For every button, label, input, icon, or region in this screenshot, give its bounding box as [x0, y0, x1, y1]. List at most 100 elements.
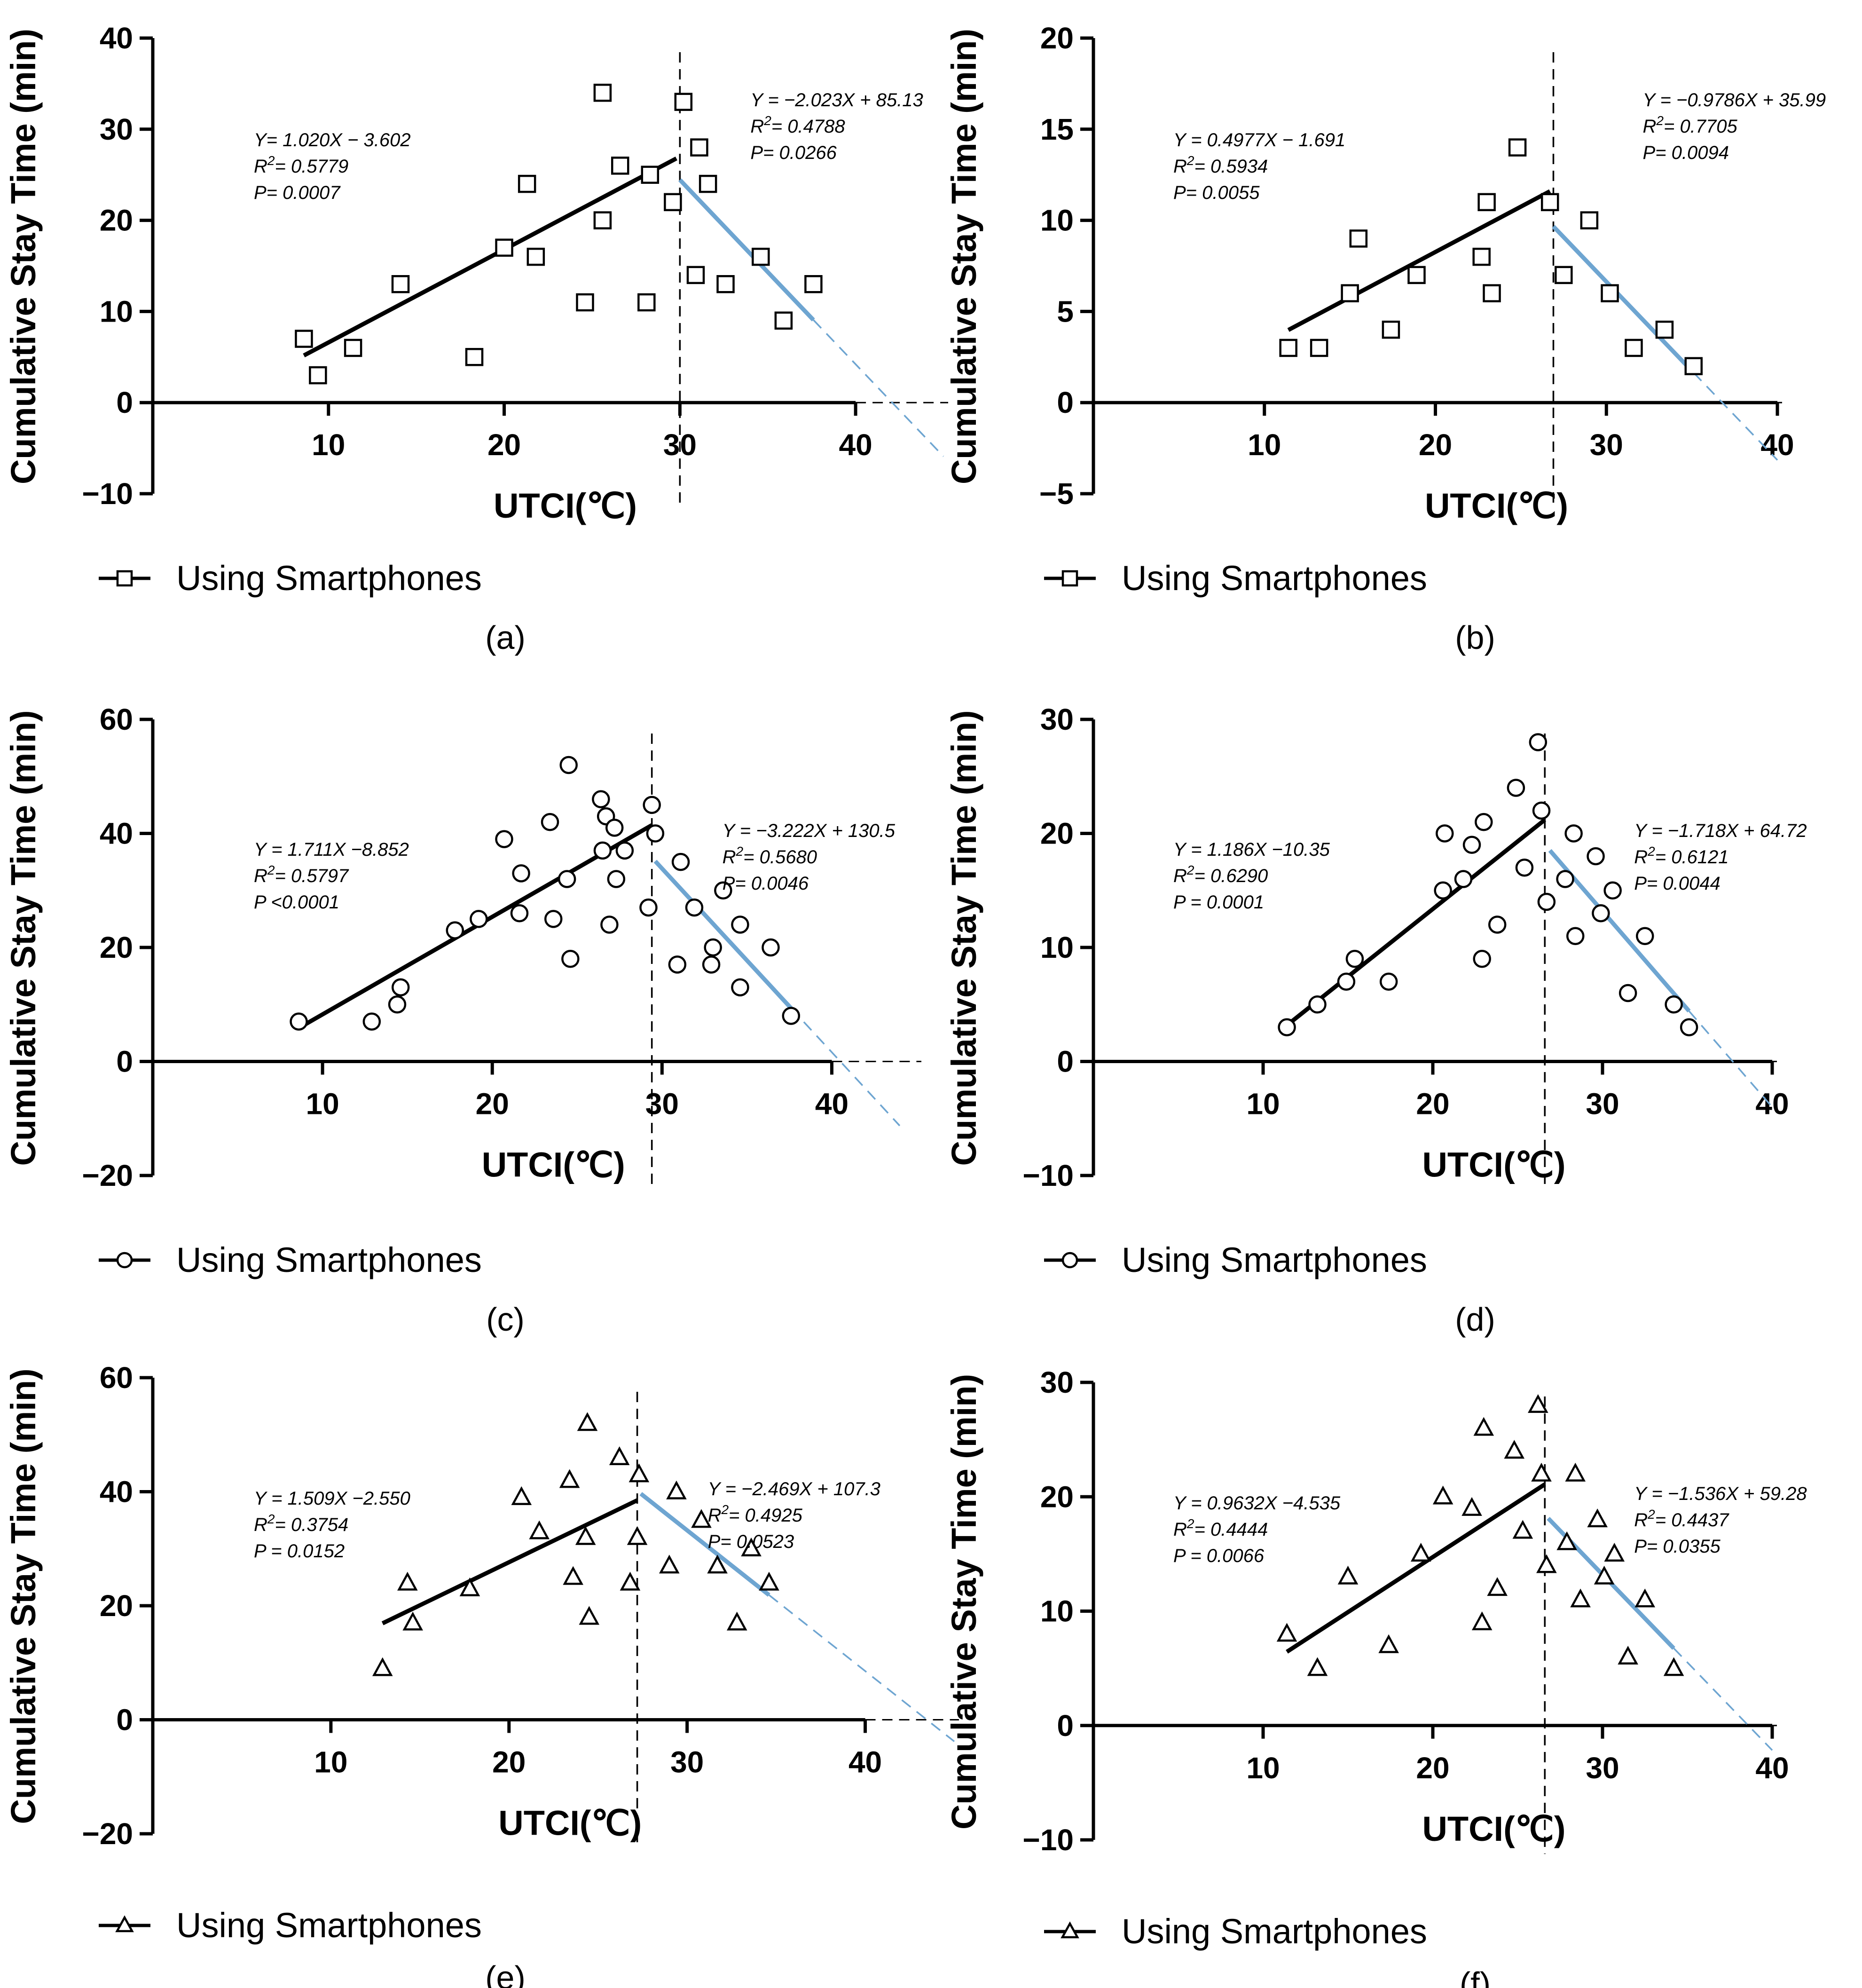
data-point	[600, 915, 619, 934]
y-tick-label: −10	[1022, 1823, 1074, 1857]
fit-r-squared: R2= 0.4437	[1634, 1507, 1729, 1530]
y-tick-label: 0	[116, 1045, 133, 1079]
data-point	[577, 1412, 598, 1431]
data-point	[1515, 859, 1534, 877]
fit-r-squared-value: 0.4925	[745, 1505, 803, 1526]
y-tick-label: 20	[100, 1589, 133, 1623]
x-axis-title: UTCI(℃)	[482, 1145, 625, 1184]
panel-label: (a)	[485, 619, 526, 656]
data-point	[1379, 972, 1398, 991]
y-tick-label: 40	[100, 21, 133, 55]
data-point	[1580, 211, 1599, 229]
y-tick-label: 20	[100, 931, 133, 964]
fit-line-extension	[1673, 1648, 1773, 1751]
data-point	[611, 157, 629, 175]
fit-p-value: P= 0.0046	[723, 873, 809, 894]
x-tick-label: 20	[1419, 428, 1452, 462]
fit-r-squared: R2= 0.4788	[750, 113, 845, 137]
data-point	[1540, 193, 1559, 212]
data-point	[1483, 284, 1501, 302]
data-point	[1345, 950, 1364, 968]
data-point	[1477, 193, 1496, 212]
data-point	[1512, 1520, 1533, 1539]
y-tick-label: 20	[1040, 21, 1074, 55]
x-tick-label: 10	[314, 1745, 347, 1779]
data-point	[643, 796, 661, 814]
data-point	[1382, 320, 1400, 339]
fit-line-right	[678, 178, 815, 322]
data-point	[691, 1509, 712, 1528]
fit-p-value: P= 0.0523	[708, 1531, 794, 1552]
data-point	[388, 995, 407, 1014]
data-point	[1556, 1531, 1577, 1550]
chart-panel: −5 0 5 10 15 20 10 20 30 40 Y = 0.4977X − 1.691 R2=…	[944, 21, 1826, 656]
fit-r-squared: R2= 0.7705	[1642, 113, 1737, 137]
fit-line-left	[381, 1498, 638, 1625]
fit-line-left	[1287, 189, 1551, 332]
fit-line-extension	[1688, 1010, 1773, 1108]
data-point	[615, 841, 634, 860]
fit-p-value: P= 0.0007	[254, 182, 341, 203]
x-tick-label: 40	[1755, 1087, 1789, 1121]
data-point	[609, 1446, 630, 1465]
panel-label: (b)	[1455, 619, 1495, 656]
y-tick-label: −10	[1022, 1159, 1074, 1192]
fit-r-squared-value: 0.4788	[787, 116, 845, 137]
fit-r-squared-value: 0.4444	[1210, 1519, 1268, 1540]
data-point	[704, 938, 722, 957]
fit-p-value: P = 0.0066	[1173, 1546, 1265, 1566]
data-point	[1473, 1417, 1494, 1436]
data-point	[1507, 779, 1525, 797]
data-point	[511, 1486, 532, 1505]
data-point	[752, 247, 770, 266]
data-point	[726, 1611, 747, 1631]
fit-r-squared-value: 0.5934	[1210, 156, 1268, 177]
data-point	[804, 275, 823, 293]
legend-marker	[1061, 1252, 1078, 1269]
data-point	[762, 938, 780, 957]
data-point	[620, 1571, 641, 1591]
data-point	[1625, 339, 1643, 357]
y-axis-title: Cumulative Stay Time (min)	[4, 29, 43, 484]
y-tick-label: 10	[1040, 931, 1074, 964]
data-point	[495, 830, 513, 848]
data-point	[1349, 229, 1368, 248]
legend-marker	[116, 570, 133, 587]
x-tick-label: 40	[1755, 1751, 1789, 1785]
legend-label: Using Smartphones	[176, 1906, 482, 1945]
y-axis-title: Cumulative Stay Time (min)	[944, 29, 983, 484]
x-axis-title: UTCI(℃)	[1422, 1145, 1565, 1184]
data-point	[1337, 1565, 1359, 1585]
data-point	[576, 293, 594, 312]
data-point	[541, 813, 559, 831]
x-axis-title: UTCI(℃)	[1422, 1809, 1565, 1848]
data-point	[1536, 1554, 1557, 1573]
x-tick-label: 40	[1760, 428, 1794, 462]
x-tick-label: 30	[670, 1745, 704, 1779]
data-point	[1564, 824, 1583, 843]
y-tick-label: 10	[100, 294, 133, 328]
data-point	[1531, 1462, 1552, 1482]
data-point	[605, 819, 624, 837]
data-point	[1454, 870, 1473, 888]
fit-r-squared: R2= 0.4925	[708, 1502, 803, 1526]
y-tick-label: 20	[1040, 817, 1074, 851]
data-point	[559, 756, 578, 774]
data-point	[1594, 1565, 1615, 1585]
fit-r-squared-value: 0.5797	[291, 866, 349, 886]
data-point	[782, 1007, 801, 1025]
x-axis-title: UTCI(℃)	[498, 1804, 642, 1843]
fit-r-squared: R2= 0.5779	[254, 153, 348, 177]
data-point	[1487, 1577, 1508, 1596]
data-point	[1278, 1018, 1296, 1036]
fit-r-squared: R2= 0.5797	[254, 863, 349, 886]
y-tick-label: 40	[100, 817, 133, 851]
data-point	[1565, 1462, 1586, 1482]
x-axis-title: UTCI(℃)	[1425, 486, 1568, 525]
fit-r-squared-value: 0.3754	[291, 1515, 348, 1535]
data-point	[686, 266, 705, 284]
y-tick-label: −5	[1039, 477, 1074, 511]
data-point	[1508, 138, 1527, 157]
data-point	[1341, 284, 1359, 302]
y-tick-label: 20	[100, 204, 133, 237]
